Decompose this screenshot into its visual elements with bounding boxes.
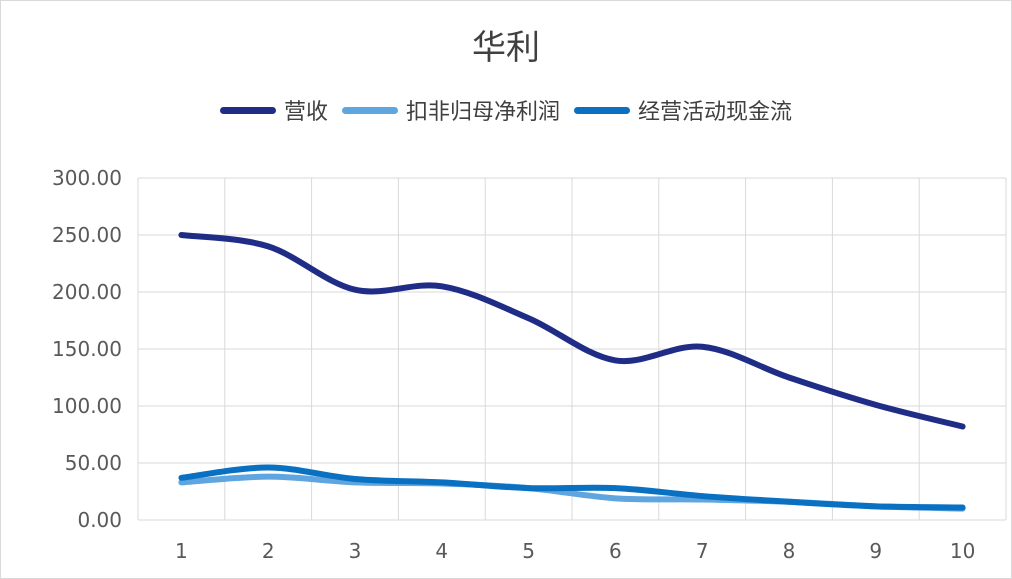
- legend: 营收 扣非归母净利润 经营活动现金流: [0, 94, 1012, 126]
- legend-label-revenue: 营收: [283, 100, 328, 125]
- x-tick-label: 3: [349, 539, 362, 563]
- legend-item-cash-flow: 经营活动现金流: [574, 94, 792, 126]
- y-tick-label: 50.00: [65, 451, 122, 475]
- legend-label-cash-flow: 经营活动现金流: [638, 100, 793, 125]
- y-tick-label: 150.00: [52, 337, 122, 361]
- x-axis: 1 2 3 4 5 6 7 8 9 10: [175, 539, 975, 563]
- x-tick-label: 7: [696, 539, 709, 563]
- y-tick-label: 100.00: [52, 394, 122, 418]
- series-line-cash-flow: [178, 464, 966, 511]
- y-tick-label: 250.00: [52, 223, 122, 247]
- legend-item-net-profit: 扣非归母净利润: [341, 94, 560, 126]
- y-tick-label: 0.00: [77, 508, 122, 532]
- x-tick-label: 10: [950, 539, 975, 563]
- x-tick-label: 8: [783, 539, 796, 563]
- series-lines: [178, 232, 966, 512]
- y-axis: 0.00 50.00 100.00 150.00 200.00 250.00 300.00: [52, 166, 122, 532]
- series-line-revenue: [178, 232, 966, 430]
- chart-title: 华利: [472, 28, 540, 68]
- y-tick-label: 200.00: [52, 280, 122, 304]
- legend-swatch-revenue: [219, 106, 276, 114]
- legend-item-revenue: 营收: [219, 94, 328, 126]
- y-tick-label: 300.00: [52, 166, 122, 190]
- legend-swatch-net-profit: [341, 106, 398, 114]
- x-tick-label: 5: [522, 539, 535, 563]
- x-tick-label: 1: [175, 539, 188, 563]
- x-tick-label: 4: [435, 539, 448, 563]
- legend-swatch-cash-flow: [574, 106, 630, 114]
- legend-label-net-profit: 扣非归母净利润: [405, 100, 560, 125]
- x-tick-label: 6: [609, 539, 622, 563]
- x-tick-label: 2: [262, 539, 275, 563]
- x-tick-label: 9: [869, 539, 882, 563]
- grid: [137, 177, 1007, 521]
